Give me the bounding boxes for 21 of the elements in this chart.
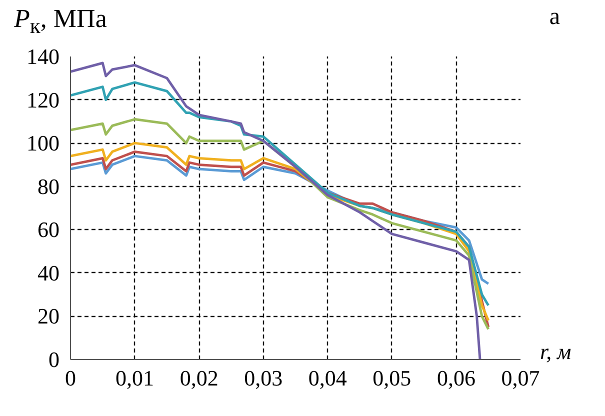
x-tick-label: 0,02 — [180, 366, 218, 390]
y-tick-label: 120 — [26, 87, 60, 112]
x-tick-label: 0,05 — [372, 366, 412, 390]
x-tick-label: 0,04 — [308, 366, 347, 390]
line-series — [70, 81, 490, 307]
y-tick-label: 100 — [26, 130, 60, 156]
y-tick-label: 20 — [38, 304, 60, 329]
y-axis-title: P$_{к}$, МПа — [14, 3, 107, 40]
x-tick-label: 0,01 — [116, 366, 154, 390]
text: а — [549, 3, 560, 32]
y-tick-label: 40 — [38, 260, 60, 286]
y-tick-label: 140 — [26, 44, 60, 69]
x-tick-label: 0,06 — [436, 366, 476, 390]
x-tick-label: 0,03 — [244, 366, 283, 390]
x-axis-title: r, м — [540, 338, 572, 366]
x-tick-label: 0,07 — [501, 366, 540, 390]
line-series — [70, 62, 482, 360]
x-tick-label: 0 — [65, 366, 76, 390]
y-tick-label: 0 — [48, 347, 60, 372]
y-tick-label: 80 — [38, 174, 60, 199]
y-tick-label: 60 — [38, 217, 60, 242]
